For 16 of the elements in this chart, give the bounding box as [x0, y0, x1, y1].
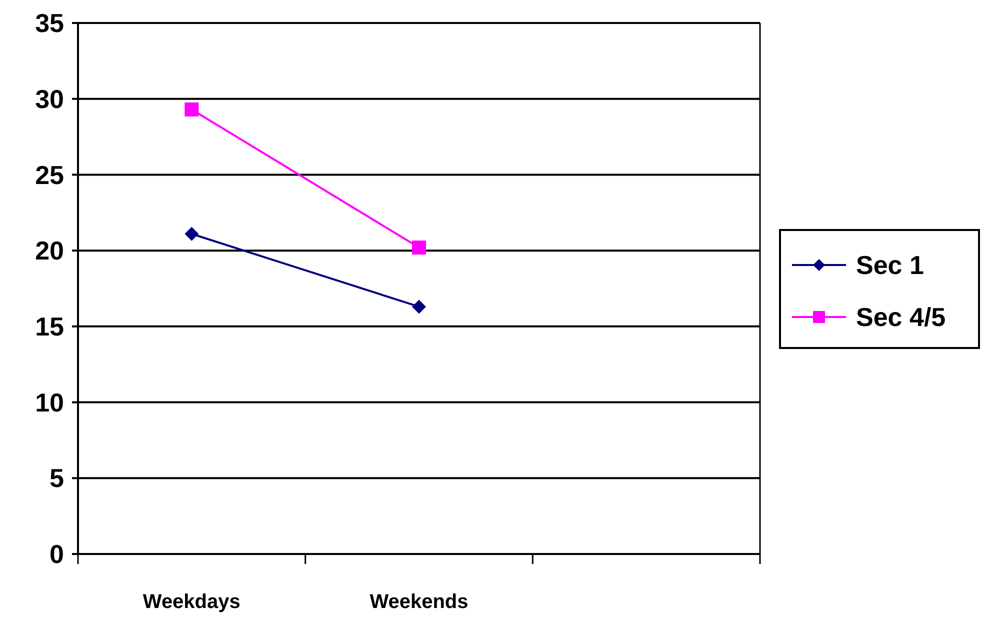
y-tick-label: 10 — [35, 387, 64, 418]
y-tick-label: 25 — [35, 160, 64, 190]
point — [412, 240, 426, 255]
y-tick-label: 0 — [50, 539, 64, 570]
x-tick-label: Weekends — [370, 591, 468, 613]
x-tick-label: Weekdays — [142, 591, 240, 613]
point — [184, 226, 199, 241]
point — [184, 102, 199, 116]
legend-label: Sec 1 — [856, 250, 924, 280]
point — [412, 300, 426, 314]
y-tick-label: 35 — [35, 8, 64, 38]
y-tick-label: 15 — [35, 312, 64, 342]
y-tick-label: 5 — [50, 463, 64, 494]
legend-label: Sec 4/5 — [856, 302, 946, 332]
y-tick-label: 30 — [35, 84, 64, 114]
y-tick-label: 20 — [35, 236, 64, 266]
